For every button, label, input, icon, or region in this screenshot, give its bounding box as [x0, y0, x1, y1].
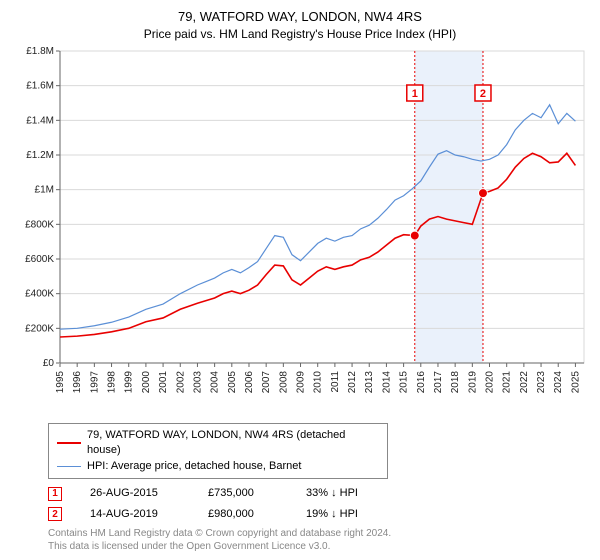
svg-text:2: 2	[480, 88, 486, 100]
svg-text:2018: 2018	[450, 371, 461, 394]
svg-text:£600K: £600K	[25, 254, 54, 265]
legend-swatch-hpi	[57, 466, 81, 468]
chart-title: 79, WATFORD WAY, LONDON, NW4 4RS	[12, 8, 588, 26]
svg-text:£800K: £800K	[25, 219, 54, 230]
svg-text:2019: 2019	[467, 371, 478, 394]
svg-text:1: 1	[412, 88, 418, 100]
svg-text:2015: 2015	[399, 371, 410, 394]
legend: 79, WATFORD WAY, LONDON, NW4 4RS (detach…	[48, 423, 388, 479]
svg-text:2014: 2014	[381, 371, 392, 394]
transaction-row: 2 14-AUG-2019 £980,000 19% ↓ HPI	[48, 504, 588, 525]
svg-text:£1.6M: £1.6M	[26, 81, 54, 92]
svg-text:£200K: £200K	[25, 323, 54, 334]
legend-item-hpi: HPI: Average price, detached house, Barn…	[57, 459, 379, 474]
legend-item-property: 79, WATFORD WAY, LONDON, NW4 4RS (detach…	[57, 428, 379, 459]
footer-attribution: Contains HM Land Registry data © Crown c…	[48, 527, 588, 553]
transaction-delta: 19% ↓ HPI	[306, 504, 396, 525]
svg-text:2016: 2016	[416, 371, 427, 394]
svg-text:2011: 2011	[330, 371, 341, 393]
line-chart: £0 £200K £400K £600K £800K £1M £1.2M £1.4M £1.6M…	[12, 47, 588, 417]
transaction-price: £735,000	[208, 483, 278, 504]
svg-text:2005: 2005	[227, 371, 238, 394]
svg-text:£0: £0	[43, 358, 55, 369]
chart-area: £0 £200K £400K £600K £800K £1M £1.2M £1.4M £1.6M…	[12, 47, 588, 417]
transaction-date: 26-AUG-2015	[90, 483, 180, 504]
legend-swatch-property	[57, 442, 81, 444]
svg-text:2008: 2008	[278, 371, 289, 394]
svg-text:1998: 1998	[107, 371, 118, 394]
svg-text:2009: 2009	[296, 371, 307, 394]
svg-text:2012: 2012	[347, 371, 358, 394]
svg-text:2001: 2001	[158, 371, 169, 394]
legend-label-hpi: HPI: Average price, detached house, Barn…	[87, 459, 301, 474]
svg-text:2017: 2017	[433, 371, 444, 394]
svg-text:2024: 2024	[553, 371, 564, 394]
transaction-price: £980,000	[208, 504, 278, 525]
svg-text:2020: 2020	[485, 371, 496, 394]
svg-text:2002: 2002	[175, 371, 186, 394]
transaction-marker-2: 2	[48, 507, 62, 521]
svg-text:2022: 2022	[519, 371, 530, 394]
svg-text:2021: 2021	[502, 371, 513, 394]
transaction-date: 14-AUG-2019	[90, 504, 180, 525]
svg-text:2000: 2000	[141, 371, 152, 394]
svg-text:2010: 2010	[313, 371, 324, 394]
svg-text:1995: 1995	[55, 371, 66, 394]
svg-text:£1.4M: £1.4M	[26, 115, 54, 126]
svg-text:2023: 2023	[536, 371, 547, 394]
svg-text:2013: 2013	[364, 371, 375, 394]
svg-text:1997: 1997	[89, 371, 100, 394]
svg-text:2004: 2004	[210, 371, 221, 394]
svg-text:2025: 2025	[570, 371, 581, 394]
legend-label-property: 79, WATFORD WAY, LONDON, NW4 4RS (detach…	[87, 428, 379, 459]
svg-text:2007: 2007	[261, 371, 272, 394]
chart-subtitle: Price paid vs. HM Land Registry's House …	[12, 26, 588, 43]
footer-line-1: Contains HM Land Registry data © Crown c…	[48, 527, 588, 540]
transaction-marker-1: 1	[48, 487, 62, 501]
svg-text:2003: 2003	[192, 371, 203, 394]
transaction-delta: 33% ↓ HPI	[306, 483, 396, 504]
svg-text:£1M: £1M	[35, 185, 54, 196]
svg-text:1996: 1996	[72, 371, 83, 394]
footer-line-2: This data is licensed under the Open Gov…	[48, 540, 588, 553]
svg-text:2006: 2006	[244, 371, 255, 394]
svg-text:1999: 1999	[124, 371, 135, 394]
transaction-table: 1 26-AUG-2015 £735,000 33% ↓ HPI 2 14-AU…	[48, 483, 588, 525]
svg-text:£400K: £400K	[25, 289, 54, 300]
svg-text:£1.8M: £1.8M	[26, 47, 54, 57]
transaction-row: 1 26-AUG-2015 £735,000 33% ↓ HPI	[48, 483, 588, 504]
svg-text:£1.2M: £1.2M	[26, 150, 54, 161]
